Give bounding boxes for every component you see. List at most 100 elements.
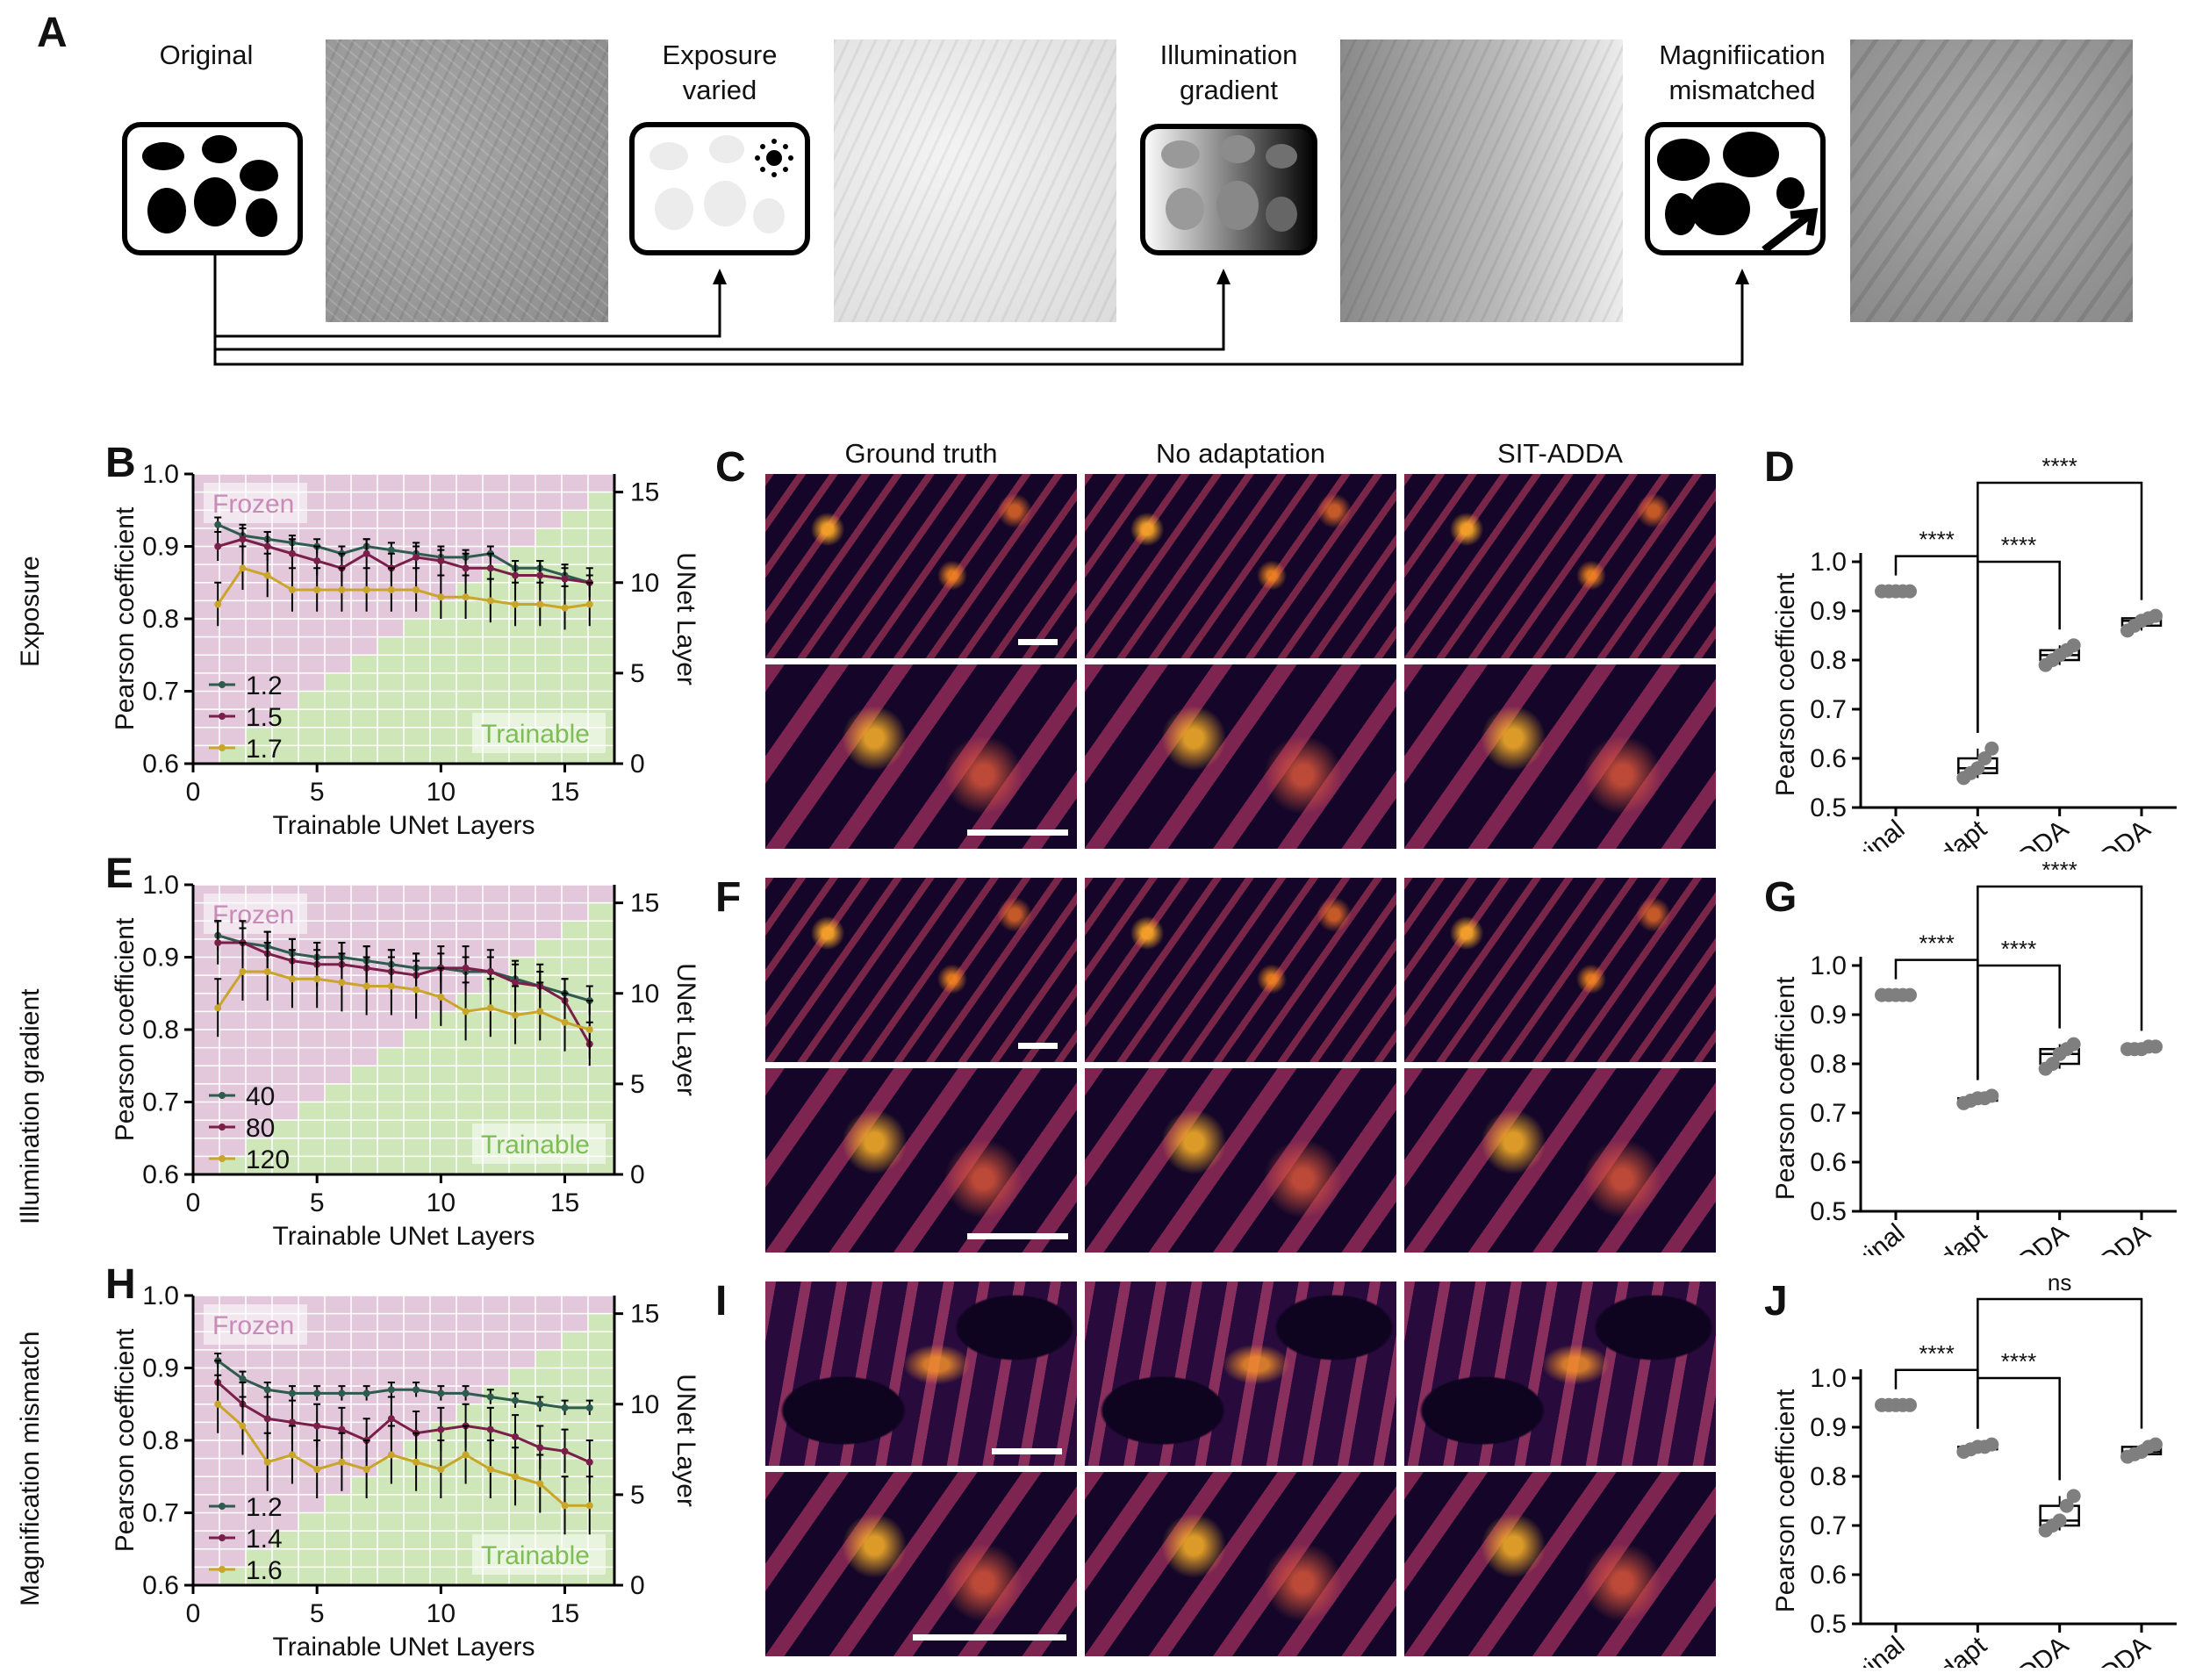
trainable-label-bg (472, 1534, 606, 1575)
y-tick-label: 0.9 (142, 1354, 179, 1383)
x-axis-label: Trainable UNet Layers (272, 1222, 535, 1251)
data-point (413, 1386, 420, 1394)
y2-tick-label: 15 (630, 478, 659, 507)
x-tick-label: 5 (310, 1599, 325, 1628)
significance-label: **** (1919, 930, 1954, 957)
data-point (387, 1415, 395, 1423)
data-point (2059, 1498, 2074, 1513)
data-point (362, 1466, 370, 1473)
x-tick-label: 10 (427, 1599, 456, 1628)
frozen-label: Frozen (212, 490, 294, 519)
original-micrograph (326, 39, 608, 322)
data-point (585, 600, 593, 608)
panel-letter-g: G (1764, 874, 1797, 921)
x-tick-label: 15 (550, 1599, 579, 1628)
data-point (512, 1396, 520, 1404)
data-point (2149, 1039, 2163, 1054)
legend-marker (219, 713, 226, 720)
y-axis-label: Pearson coefficient (1771, 572, 1800, 796)
label-illum-1: Illumination (1159, 39, 1298, 70)
illumination-schematic-icon (1140, 124, 1317, 255)
data-point (462, 1389, 470, 1397)
magnification-micrograph (1850, 39, 2133, 322)
data-point (2066, 638, 2081, 653)
x-tick-label: ADDA (1999, 1218, 2074, 1255)
data-point (437, 1389, 445, 1397)
f-ground-truth-overview (765, 878, 1077, 1062)
panel-letter-h: H (105, 1261, 136, 1308)
data-point (1903, 1397, 1917, 1412)
scale-bar (913, 1634, 1066, 1641)
y-tick-label: 0.9 (1810, 597, 1847, 626)
y-tick-label: 1.0 (142, 1282, 179, 1310)
series-line (217, 1381, 591, 1464)
x-tick-label: 0 (186, 1599, 201, 1628)
series-line (217, 1360, 590, 1410)
data-point (585, 1404, 593, 1411)
scale-bar (967, 829, 1068, 836)
i-sit-adda-zoom (1404, 1472, 1716, 1656)
label-exposure-1: Exposure (662, 39, 778, 70)
y-tick-label: 0.7 (142, 1088, 179, 1117)
data-point (362, 586, 370, 593)
frozen-label: Frozen (212, 1311, 294, 1340)
f-ground-truth-zoom (765, 1068, 1077, 1253)
scale-bar (1018, 1043, 1058, 1049)
data-point (437, 593, 445, 601)
c-ground-truth-overview (765, 474, 1077, 658)
y-tick-label: 0.7 (1810, 695, 1847, 724)
data-point (338, 979, 346, 987)
panel-letter-a: A (37, 10, 68, 56)
data-point (512, 600, 520, 608)
y-tick-label: 0.5 (1810, 1197, 1847, 1226)
row-label-exposure: Exposure (16, 556, 45, 667)
f-sit-adda-overview (1404, 878, 1716, 1062)
frozen-label-bg (204, 483, 307, 523)
data-point (313, 975, 321, 983)
y-tick-label: 0.8 (1810, 1462, 1847, 1491)
legend-marker (219, 1566, 226, 1573)
significance-label: **** (2001, 532, 2036, 558)
panel-letter-c: C (715, 444, 746, 491)
data-point (536, 600, 544, 608)
significance-bracket (1977, 1297, 2143, 1429)
legend-label: 40 (246, 1082, 275, 1111)
data-point (413, 986, 420, 994)
x-tick-label: 5 (310, 778, 325, 807)
data-point (239, 1375, 247, 1382)
exposure-micrograph (834, 39, 1116, 322)
c-sit-adda-zoom (1404, 664, 1716, 849)
data-point (239, 535, 247, 543)
illumination-micrograph (1340, 39, 1623, 322)
data-point (214, 1400, 222, 1408)
y-axis-label: Pearson coefficient (111, 506, 140, 730)
data-point (288, 1389, 296, 1397)
i-no-adaptation-zoom (1085, 1472, 1396, 1656)
y-tick-label: 0.5 (1810, 1610, 1847, 1639)
y-tick-label: 0.9 (142, 533, 179, 562)
data-point (512, 1432, 520, 1440)
y-tick-label: 0.7 (1810, 1511, 1847, 1540)
y-tick-label: 0.6 (1810, 1148, 1847, 1177)
scale-bar (992, 1448, 1062, 1454)
header-sit-adda: SIT-ADDA (1497, 438, 1623, 469)
data-point (536, 1008, 544, 1016)
y2-tick-label: 5 (630, 659, 645, 688)
data-point (387, 586, 395, 593)
data-point (437, 1466, 445, 1473)
y2-axis-label: UNet Layer (671, 963, 700, 1096)
data-point (462, 593, 470, 601)
panel-letter-d: D (1764, 444, 1795, 491)
label-original: Original (159, 39, 254, 70)
y-axis-label: Pearson coefficient (111, 917, 140, 1141)
legend-marker (219, 1534, 226, 1541)
y-tick-label: 0.6 (1810, 1561, 1847, 1590)
data-point (413, 586, 420, 593)
data-point (338, 1389, 346, 1397)
legend-marker (219, 1124, 226, 1131)
data-point (288, 1418, 296, 1426)
data-point (462, 1008, 470, 1016)
legend-marker (219, 1155, 226, 1162)
y-tick-label: 0.8 (142, 1016, 179, 1045)
